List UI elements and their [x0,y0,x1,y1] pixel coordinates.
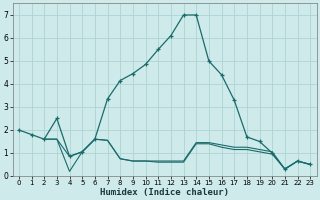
X-axis label: Humidex (Indice chaleur): Humidex (Indice chaleur) [100,188,229,197]
